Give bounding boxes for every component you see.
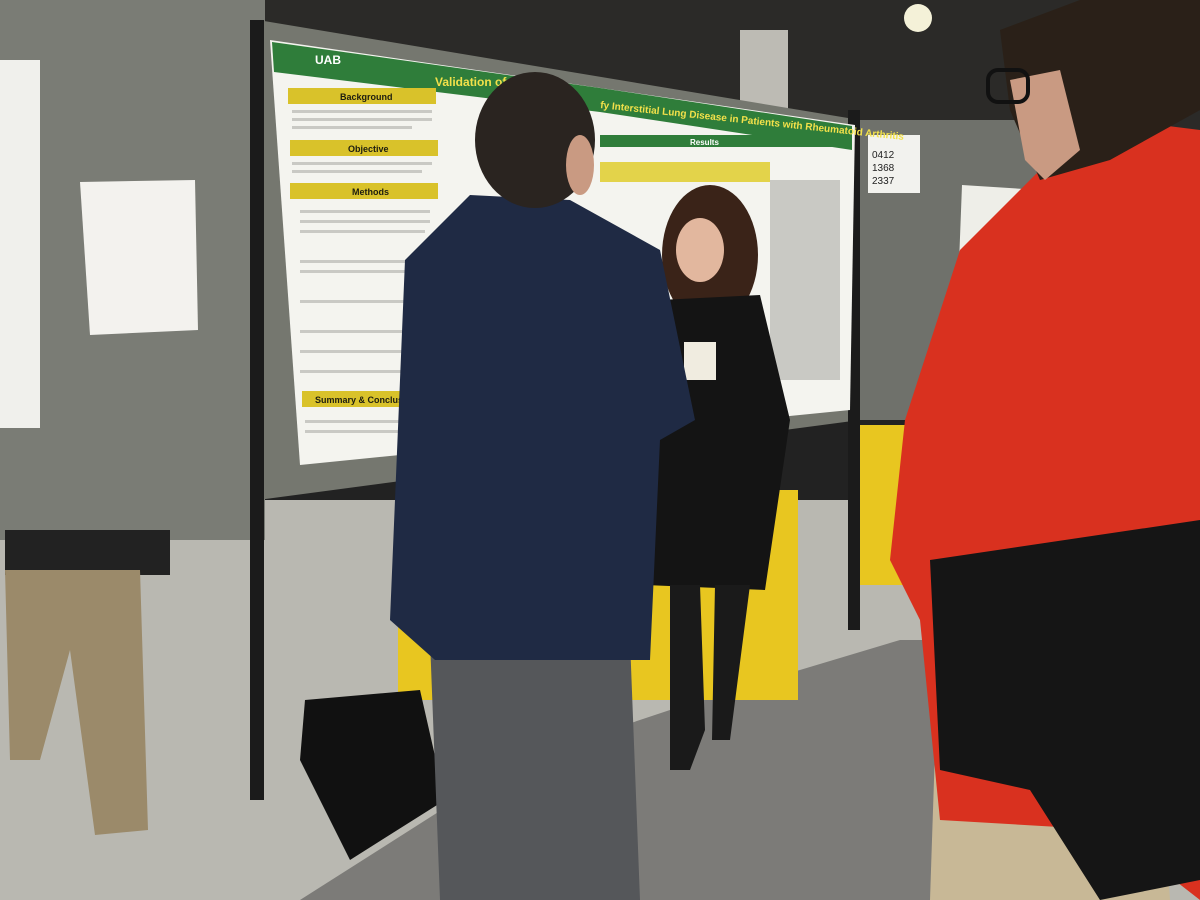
section-header: Methods: [352, 187, 389, 197]
board-sign: [868, 135, 920, 193]
ceiling-light: [904, 4, 932, 32]
man-jacket: [390, 195, 695, 660]
poster-text: [292, 110, 840, 433]
section-bar: [302, 391, 424, 407]
section-bar: [600, 135, 840, 147]
woman-legs: [670, 585, 750, 770]
bag: [300, 690, 445, 860]
pole: [250, 20, 264, 800]
man-head: [475, 72, 595, 208]
section-header: Summary & Conclusion: [315, 395, 417, 405]
title-bar: [600, 88, 852, 150]
sign-number: 2337: [872, 176, 895, 187]
backpack: [930, 520, 1200, 900]
section-bar: [290, 183, 438, 199]
logo: UAB: [315, 53, 341, 67]
man-pants: [430, 640, 640, 900]
person-left-pants: [5, 570, 148, 835]
man-ear: [566, 135, 594, 195]
person-left-shirt: [5, 530, 170, 575]
section-header: Background: [340, 92, 393, 102]
poster-title: Validation of: [435, 75, 507, 89]
section-bar: [290, 140, 438, 156]
section-header: Results: [690, 138, 719, 147]
note-paper: [80, 180, 198, 335]
section-bar: [288, 88, 436, 104]
woman-face: [676, 218, 724, 282]
glasses: [986, 68, 1030, 104]
sign-number: 0412: [872, 150, 895, 161]
sign-number: 1368: [872, 163, 895, 174]
pillar: [740, 30, 788, 110]
coffee-cup: [684, 342, 716, 380]
left-poster: [0, 60, 40, 428]
section-header: Objective: [348, 144, 389, 154]
table-header: [600, 162, 770, 182]
